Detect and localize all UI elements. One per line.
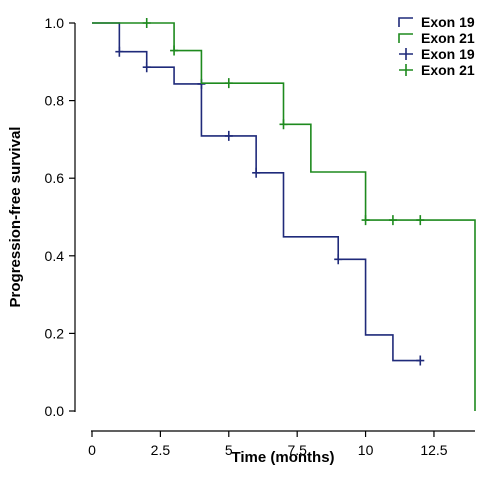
legend-symbol: [399, 48, 413, 60]
legend-label: Exon 21: [421, 62, 475, 78]
legend-symbol: [398, 33, 413, 43]
censor-mark-exon-19: [224, 130, 233, 141]
censor-mark-exon-21: [170, 45, 179, 56]
censor-mark-exon-21: [388, 215, 397, 226]
x-tick-label: 12.5: [420, 442, 447, 458]
y-ticks: 0.0 0.2 0.4 0.6 0.8 1.0: [45, 15, 75, 419]
censor-mark-exon-19: [252, 167, 261, 178]
survival-curves: [92, 18, 476, 411]
y-tick-label: 1.0: [45, 15, 65, 31]
y-tick-label: 0.8: [45, 93, 65, 109]
x-ticks: 0 2.5 5 7.5 10 12.5: [88, 431, 448, 458]
censor-mark-exon-19: [142, 62, 151, 73]
y-tick-label: 0.2: [45, 325, 65, 341]
axes: [74, 23, 475, 432]
curve-exon-19: [92, 22, 421, 362]
x-tick-label: 0: [88, 442, 96, 458]
legend-symbol: [398, 17, 413, 27]
legend-label: Exon 19: [421, 46, 475, 62]
censor-mark-exon-19: [416, 355, 425, 366]
censor-mark-exon-21: [361, 215, 370, 226]
x-tick-label: 10: [358, 442, 374, 458]
legend-symbol: [399, 64, 413, 76]
legend-label: Exon 21: [421, 30, 475, 46]
censor-mark-exon-19: [115, 46, 124, 57]
censor-mark-exon-21: [142, 18, 151, 28]
y-tick-label: 0.0: [45, 403, 65, 419]
x-tick-label: 7.5: [287, 442, 307, 458]
censor-mark-exon-21: [279, 119, 288, 130]
x-tick-label: 5: [225, 442, 233, 458]
censor-mark-exon-21: [224, 78, 233, 89]
y-tick-label: 0.4: [45, 248, 65, 264]
legend-label: Exon 19: [421, 14, 475, 30]
censor-mark-exon-21: [416, 215, 425, 226]
y-tick-label: 0.6: [45, 170, 65, 186]
x-axis-title: Time (months): [231, 449, 334, 466]
censor-mark-exon-19: [334, 254, 343, 265]
y-axis-title: Progression-free survival: [7, 127, 24, 308]
x-tick-label: 2.5: [151, 442, 171, 458]
